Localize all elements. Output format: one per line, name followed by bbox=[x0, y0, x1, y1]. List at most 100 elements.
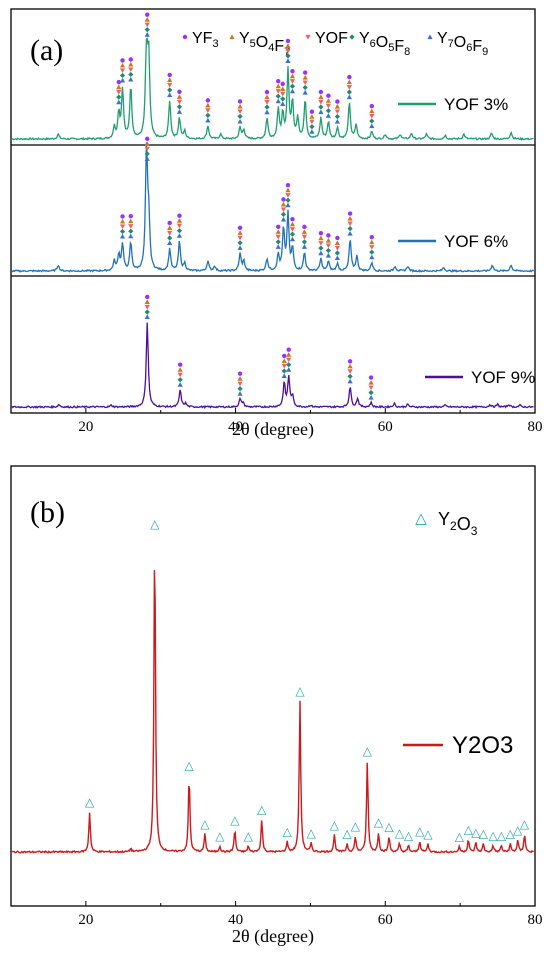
phase-marker bbox=[286, 362, 292, 368]
series-label: Y2O3 bbox=[452, 732, 513, 759]
phase-marker bbox=[282, 353, 287, 359]
phase-marker bbox=[368, 389, 374, 396]
phase-marker: △ bbox=[363, 744, 373, 758]
phase-marker bbox=[119, 224, 126, 230]
phase-marker: △ bbox=[423, 827, 433, 841]
phase-marker bbox=[275, 98, 281, 104]
phase-marker bbox=[237, 99, 243, 104]
legend-entry: Y7O6F9 bbox=[437, 30, 488, 58]
phase-marker bbox=[116, 94, 122, 100]
phase-marker bbox=[290, 69, 295, 74]
phase-marker bbox=[119, 228, 126, 235]
phase-marker bbox=[369, 249, 375, 255]
phase-marker bbox=[237, 391, 243, 396]
phase-marker bbox=[318, 94, 324, 100]
panel-b-series: △△△△△△△△△△△△△△△△ △ △ △ △△ △△△△ △△ △△△Y2O3 bbox=[11, 517, 534, 854]
phase-marker bbox=[237, 376, 243, 381]
phase-marker bbox=[335, 99, 340, 104]
panel-a-x-ticks: 20 40 60 80 bbox=[10, 408, 543, 435]
phase-marker bbox=[144, 27, 150, 33]
phase-marker bbox=[205, 98, 211, 103]
phase-marker bbox=[325, 108, 331, 114]
phase-marker bbox=[347, 226, 353, 232]
phase-marker: △ bbox=[215, 829, 225, 843]
phase-marker: △ bbox=[506, 827, 516, 841]
phase-marker bbox=[334, 113, 340, 120]
phase-marker bbox=[346, 89, 352, 95]
phase-marker: △ bbox=[307, 826, 317, 840]
phase-marker bbox=[176, 223, 183, 229]
phase-marker bbox=[177, 377, 183, 383]
phase-marker: △ bbox=[257, 802, 267, 816]
phase-marker bbox=[347, 359, 353, 364]
phase-marker bbox=[302, 224, 307, 230]
phase-marker bbox=[237, 245, 243, 250]
phase-marker bbox=[280, 91, 286, 97]
phase-marker bbox=[237, 235, 243, 241]
phase-marker: △ bbox=[374, 815, 384, 829]
phase-marker bbox=[128, 57, 133, 62]
phase-marker bbox=[116, 99, 122, 105]
phase-marker bbox=[144, 141, 150, 146]
phase-marker: △ bbox=[479, 827, 489, 841]
phase-marker bbox=[177, 372, 183, 378]
phase-marker bbox=[286, 352, 292, 357]
phase-marker bbox=[280, 101, 286, 106]
phase-marker bbox=[318, 250, 324, 256]
phase-marker bbox=[167, 225, 173, 231]
x-tick-label: 20 bbox=[78, 419, 93, 435]
legend-marker: △ bbox=[415, 509, 427, 527]
phase-marker bbox=[347, 231, 353, 236]
phase-marker bbox=[205, 117, 211, 123]
phase-marker bbox=[119, 233, 126, 239]
phase-marker bbox=[144, 314, 150, 320]
phase-marker bbox=[368, 375, 374, 380]
legend-entry: Y5O4F7 bbox=[239, 30, 290, 58]
phase-marker bbox=[128, 233, 134, 239]
x-tick-label: 80 bbox=[528, 419, 543, 435]
phase-marker bbox=[369, 108, 375, 114]
phase-marker: △ bbox=[351, 819, 361, 833]
legend-entry: YF3 bbox=[192, 30, 219, 50]
phase-marker bbox=[309, 129, 315, 134]
phase-marker bbox=[264, 89, 270, 95]
phase-marker: △ bbox=[185, 758, 195, 772]
panel-a: (a) YF3 Y5O4F7 YOF Y6O5F8 Y7O6F9 YOF 3% YOF 6… bbox=[10, 8, 543, 440]
phase-marker bbox=[289, 236, 296, 242]
phase-marker bbox=[301, 239, 308, 245]
phase-marker bbox=[289, 227, 296, 232]
phase-marker bbox=[145, 136, 150, 142]
phase-marker bbox=[369, 118, 375, 124]
phase-marker bbox=[264, 104, 270, 110]
phase-marker bbox=[334, 109, 340, 115]
phase-marker bbox=[128, 218, 134, 224]
panel-b-label: (b) bbox=[30, 496, 65, 529]
phase-marker bbox=[369, 113, 375, 119]
x-tick-label: 80 bbox=[528, 912, 543, 928]
phase-marker bbox=[275, 244, 281, 249]
phase-marker bbox=[369, 239, 375, 245]
phase-marker bbox=[281, 368, 287, 374]
phase-marker bbox=[302, 84, 308, 91]
phase-marker bbox=[177, 367, 183, 372]
phase-marker bbox=[368, 394, 374, 400]
phase-marker bbox=[144, 156, 150, 161]
phase-marker bbox=[325, 243, 331, 249]
phase-marker bbox=[176, 228, 183, 234]
phase-marker bbox=[347, 74, 352, 80]
phase-marker bbox=[334, 245, 340, 251]
phase-marker bbox=[276, 224, 281, 230]
phase-marker bbox=[318, 89, 324, 95]
phase-marker bbox=[285, 193, 291, 198]
legend-marker bbox=[349, 34, 355, 40]
phase-marker bbox=[289, 83, 296, 89]
phase-marker bbox=[145, 12, 150, 17]
phase-marker bbox=[347, 363, 353, 369]
legend-marker bbox=[305, 34, 311, 40]
phase-marker: △ bbox=[471, 825, 481, 839]
phase-marker bbox=[326, 93, 331, 98]
phase-marker bbox=[369, 254, 375, 260]
phase-marker bbox=[289, 79, 296, 84]
phase-marker bbox=[286, 357, 292, 363]
phase-marker bbox=[128, 213, 133, 219]
